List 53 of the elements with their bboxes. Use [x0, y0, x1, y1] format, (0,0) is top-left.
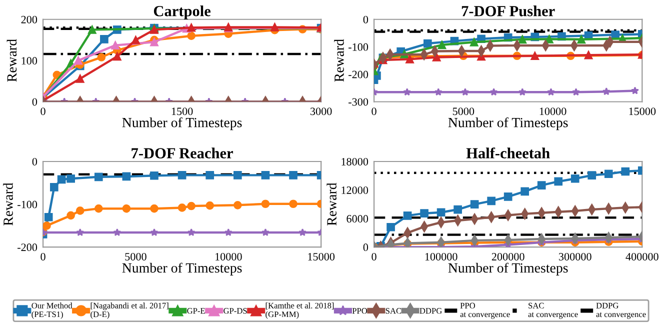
- y-axis-title: Reward: [3, 182, 13, 226]
- y-tick-label: 6000: [346, 215, 368, 223]
- legend-label: SAC at convergence: [528, 302, 578, 319]
- x-tick-label: 15000: [629, 108, 656, 116]
- chart-title: Cartpole: [154, 6, 211, 20]
- x-tick-label: 3000: [310, 108, 332, 116]
- y-tick-label: -200: [18, 244, 38, 252]
- x-tick-label: 0: [40, 108, 46, 116]
- chart-title: Half-cheetah: [466, 147, 550, 158]
- y-tick-label: 0: [363, 244, 368, 252]
- y-tick-label: 0: [32, 158, 38, 166]
- chart-title: 7-DOF Pusher: [462, 6, 555, 16]
- x-tick-label: 15000: [308, 252, 335, 260]
- legend-label: PPO: [352, 308, 368, 314]
- legend-label: [Kamthe et al. 2018] (GP-MM): [266, 302, 334, 319]
- y-axis-title: Reward: [334, 39, 344, 82]
- x-tick-label: 100000: [425, 252, 458, 260]
- x-tick-label: 5000: [452, 108, 474, 116]
- legend-label: [Nagabandi et al. 2017] (D-E): [90, 302, 168, 319]
- x-tick-label: 0: [372, 108, 376, 116]
- y-tick-label: 0: [32, 98, 38, 106]
- x-axis-title: Number of Timesteps: [122, 262, 242, 276]
- y-tick-label: 0: [363, 16, 368, 24]
- y-tick-label: -100: [348, 43, 368, 51]
- y-axis-title: Reward: [6, 39, 17, 82]
- x-tick-label: 0: [40, 252, 46, 260]
- x-tick-label: 400000: [626, 252, 658, 260]
- x-tick-label: 10000: [215, 252, 242, 260]
- y-tick-label: -100: [18, 200, 38, 208]
- x-axis-title: Number of Timesteps: [122, 117, 242, 130]
- x-axis-title: Number of Timesteps: [448, 117, 568, 130]
- legend-label: PPO at convergence: [460, 302, 510, 319]
- y-tick-label: -200: [348, 70, 368, 78]
- y-tick-label: 200: [21, 16, 38, 24]
- x-axis-title: Number of Timesteps: [448, 262, 568, 276]
- x-tick-label: 200000: [492, 252, 524, 260]
- x-tick-label: 300000: [558, 252, 592, 260]
- y-tick-label: 100: [22, 57, 38, 65]
- chart-title: 7-DOF Reacher: [132, 148, 233, 158]
- y-tick-label: 12000: [342, 186, 368, 194]
- y-tick-label: -300: [348, 98, 368, 106]
- x-tick-label: 5000: [125, 252, 146, 260]
- legend-label: DDPG: [420, 308, 442, 314]
- legend-label: Our Method (PE-TS1): [32, 302, 72, 319]
- x-tick-label: 0: [372, 252, 376, 260]
- legend-label: GP-E: [187, 308, 205, 314]
- legend-label: GP-DS: [224, 308, 247, 314]
- x-tick-label: 10000: [540, 108, 566, 116]
- x-tick-label: 1500: [172, 108, 193, 116]
- y-axis-title: Reward: [326, 182, 336, 226]
- legend-label: SAC: [386, 308, 402, 314]
- y-tick-label: 18000: [342, 158, 368, 166]
- legend-label: DDPG at convergence: [596, 302, 646, 319]
